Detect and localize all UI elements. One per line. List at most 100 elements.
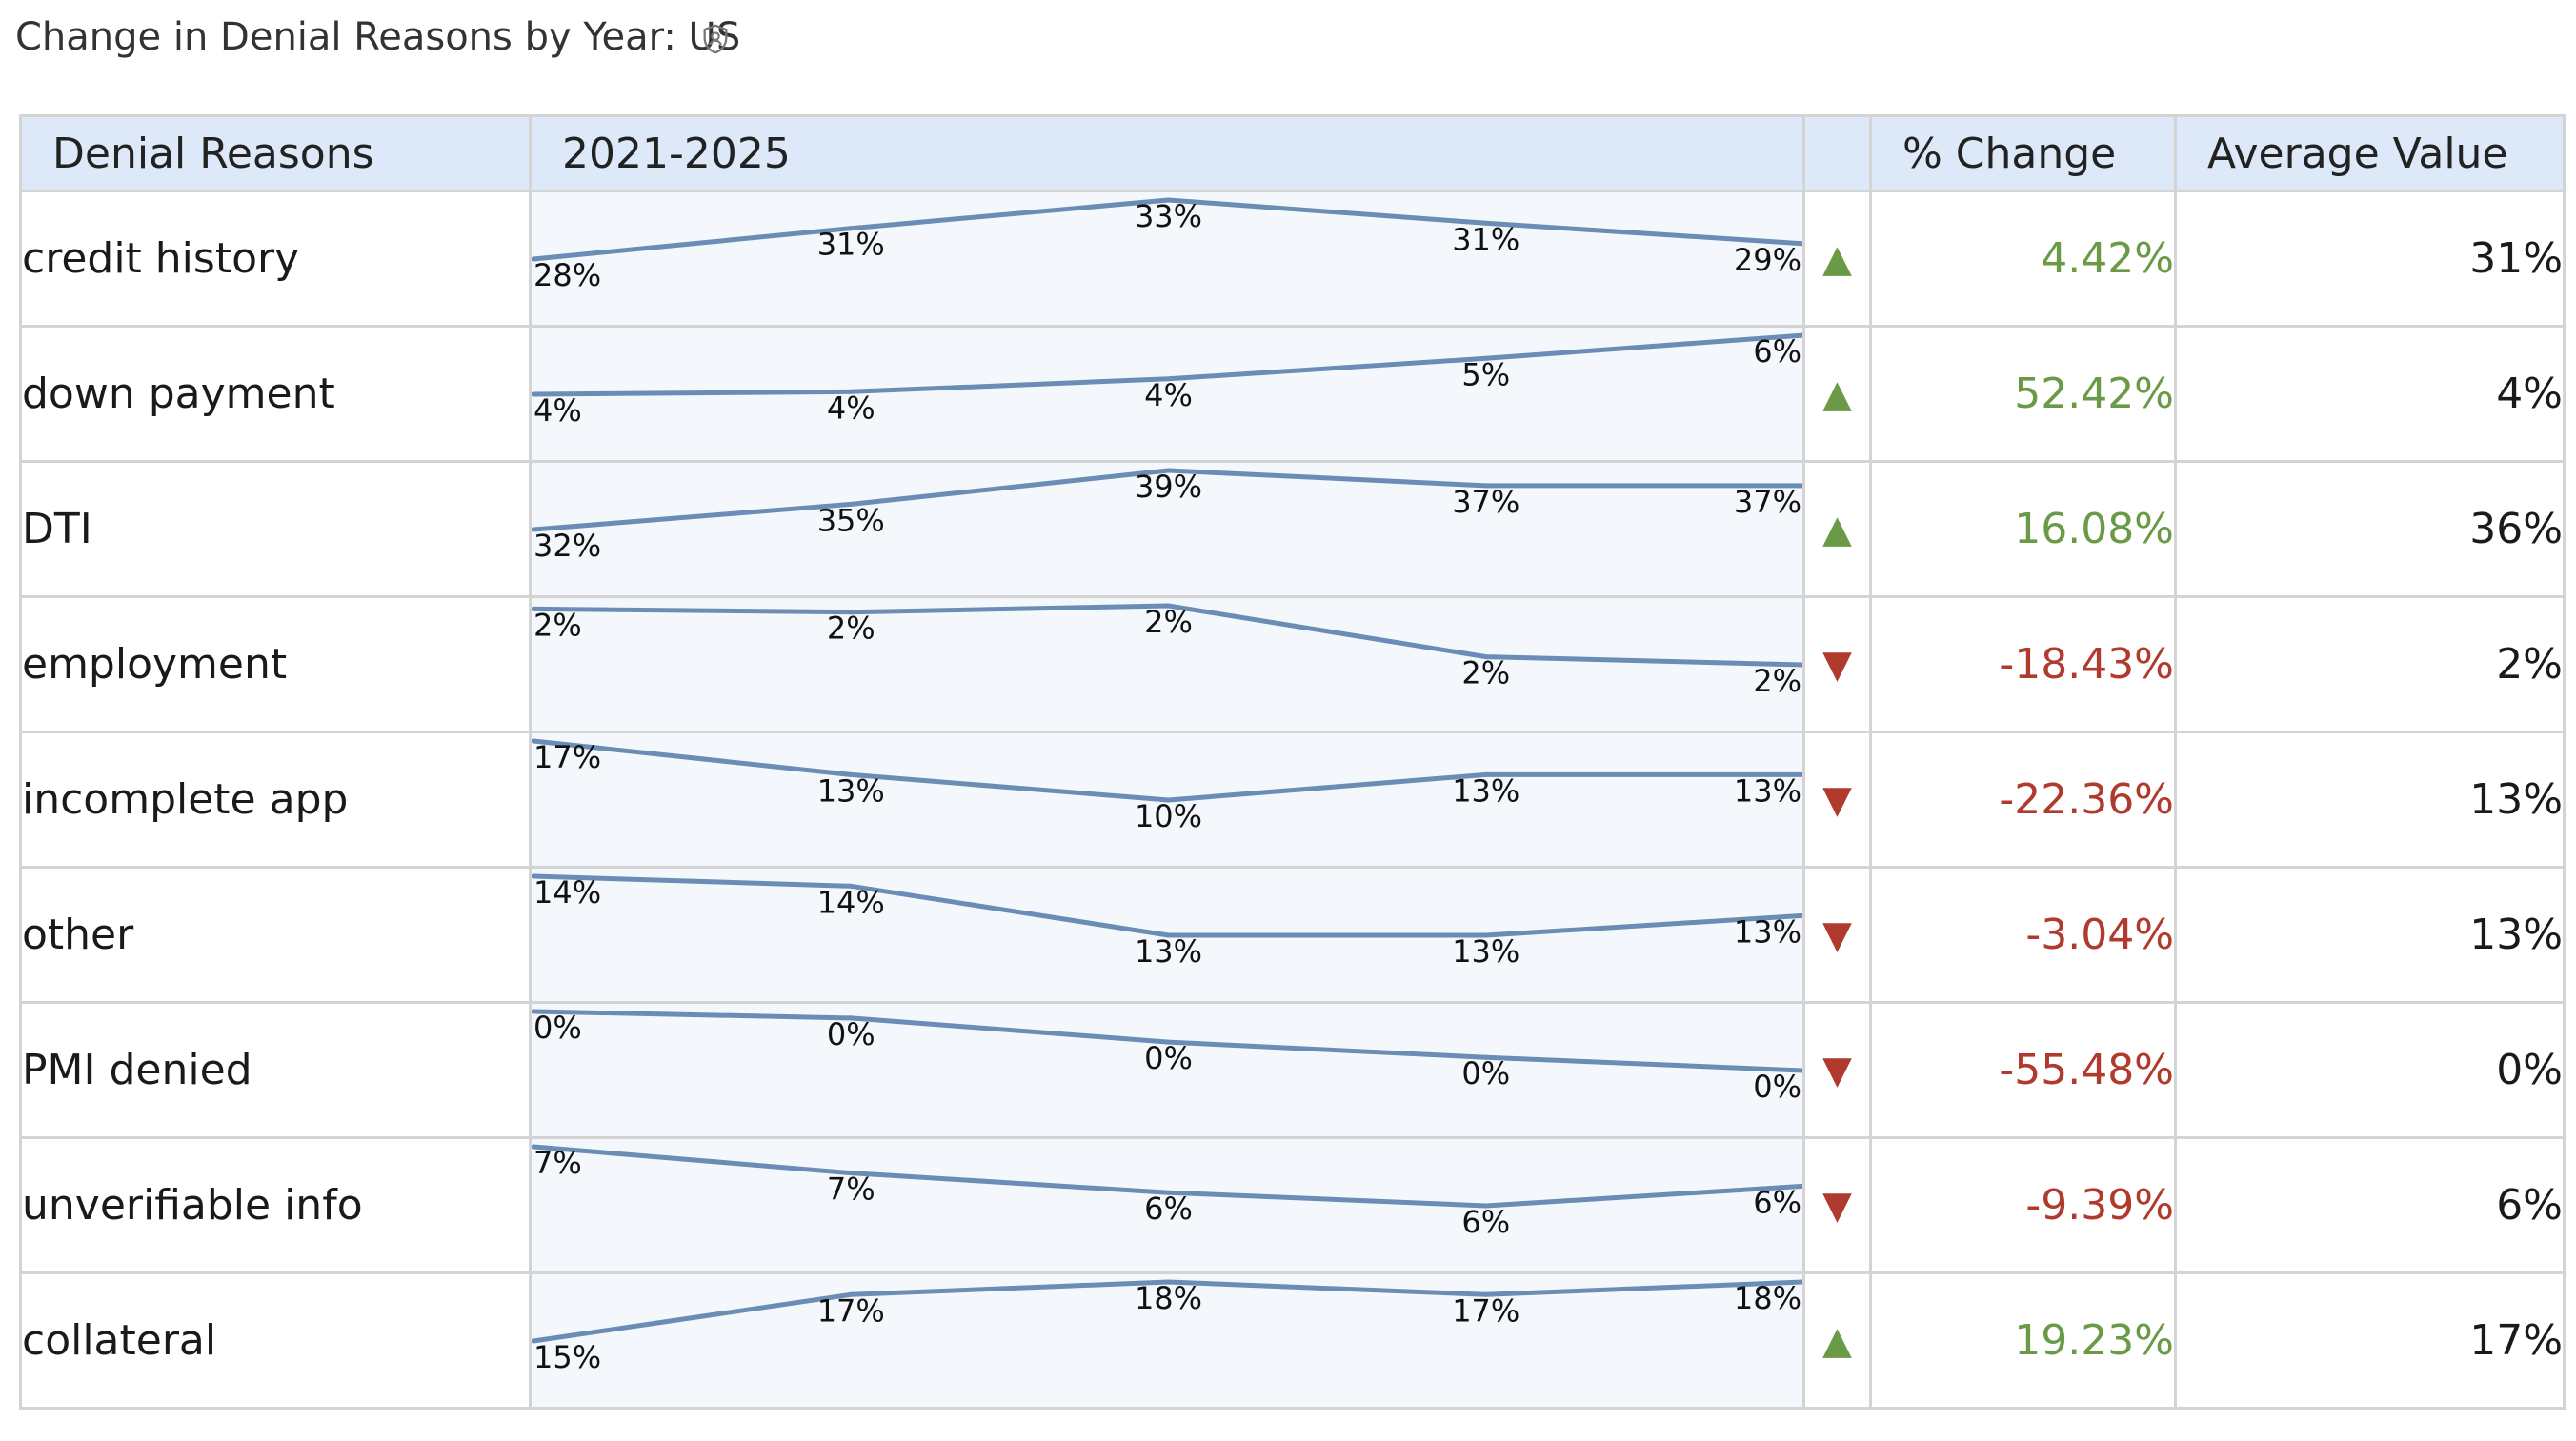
table-row[interactable]: employment 2% 2% 2% 2% 2% ▼ -18.43% 2% xyxy=(19,595,2566,733)
sparkline-point[interactable] xyxy=(532,391,536,397)
sparkline-point[interactable] xyxy=(1483,355,1489,361)
sparkline-point[interactable] xyxy=(1166,1039,1171,1045)
sparkline-point[interactable] xyxy=(1483,771,1489,777)
percent-change-value: -22.36% xyxy=(1869,731,2177,869)
sparkline-chart: 17% 13% 10% 13% 13% xyxy=(532,738,1801,834)
sparkline-point[interactable] xyxy=(532,606,536,611)
sparkline-data-label: 28% xyxy=(533,257,601,293)
trend-up-arrow-icon: ▲ xyxy=(1802,1271,1872,1410)
sparkline-data-label: 5% xyxy=(1461,356,1510,392)
shield-person-icon[interactable] xyxy=(699,23,732,55)
table-row[interactable]: credit history 28% 31% 33% 31% 29% ▲ 4.42% 31% xyxy=(19,190,2566,328)
sparkline-data-label: 32% xyxy=(533,528,601,564)
sparkline-point[interactable] xyxy=(532,873,536,879)
sparkline-series-line xyxy=(533,738,1801,803)
sparkline-cell[interactable]: 7% 7% 6% 6% 6% xyxy=(529,1136,1805,1274)
sparkline-point[interactable] xyxy=(532,1338,536,1344)
sparkline-data-label: 6% xyxy=(1753,333,1801,370)
sparkline-data-label: 17% xyxy=(533,739,601,775)
table-row[interactable]: other 14% 14% 13% 13% 13% ▼ -3.04% 13% xyxy=(19,866,2566,1004)
trend-up-arrow-icon: ▲ xyxy=(1802,460,1872,598)
sparkline-point[interactable] xyxy=(848,389,854,394)
sparkline-point[interactable] xyxy=(1483,1203,1489,1209)
sparkline-data-label: 0% xyxy=(1753,1069,1801,1105)
sparkline-data-label: 0% xyxy=(1461,1055,1510,1091)
sparkline-chart: 32% 35% 39% 37% 37% xyxy=(532,468,1801,564)
column-header-trend[interactable]: 2021-2025 xyxy=(529,114,1805,192)
denial-reason-label: collateral xyxy=(19,1271,532,1410)
sparkline-point[interactable] xyxy=(1166,197,1171,203)
sparkline-point[interactable] xyxy=(848,771,854,777)
sparkline-point[interactable] xyxy=(1483,654,1489,660)
sparkline-point[interactable] xyxy=(1166,376,1171,382)
sparkline-point[interactable] xyxy=(1483,483,1489,489)
sparkline-data-label: 17% xyxy=(1452,1292,1519,1329)
sparkline-cell[interactable]: 17% 13% 10% 13% 13% xyxy=(529,731,1805,869)
average-value: 4% xyxy=(2174,325,2566,463)
sparkline-point[interactable] xyxy=(848,883,854,889)
sparkline-data-label: 37% xyxy=(1452,484,1519,520)
sparkline-point[interactable] xyxy=(1166,797,1171,803)
sparkline-point[interactable] xyxy=(848,1171,854,1176)
sparkline-point[interactable] xyxy=(1166,932,1171,938)
percent-change-value: 16.08% xyxy=(1869,460,2177,598)
table-row[interactable]: DTI 32% 35% 39% 37% 37% ▲ 16.08% 36% xyxy=(19,460,2566,598)
column-header-average[interactable]: Average Value xyxy=(2174,114,2566,192)
table-row[interactable]: collateral 15% 17% 18% 17% 18% ▲ 19.23% 17% xyxy=(19,1271,2566,1410)
denial-reason-label: incomplete app xyxy=(19,731,532,869)
average-value: 6% xyxy=(2174,1136,2566,1274)
sparkline-point[interactable] xyxy=(532,1009,536,1014)
sparkline-data-label: 6% xyxy=(1753,1184,1801,1220)
column-header-reason[interactable]: Denial Reasons xyxy=(19,114,532,192)
percent-change-value: 19.23% xyxy=(1869,1271,2177,1410)
denial-reason-label: unverifiable info xyxy=(19,1136,532,1274)
column-header-direction xyxy=(1802,114,1872,192)
sparkline-data-label: 4% xyxy=(827,390,875,426)
sparkline-point[interactable] xyxy=(1166,1279,1171,1285)
sparkline-cell[interactable]: 28% 31% 33% 31% 29% xyxy=(529,190,1805,328)
sparkline-chart: 2% 2% 2% 2% 2% xyxy=(532,603,1801,699)
sparkline-point[interactable] xyxy=(1483,1054,1489,1060)
table-row[interactable]: unverifiable info 7% 7% 6% 6% 6% ▼ -9.39% 6% xyxy=(19,1136,2566,1274)
sparkline-point[interactable] xyxy=(848,610,854,615)
sparkline-data-label: 13% xyxy=(817,772,885,809)
sparkline-data-label: 0% xyxy=(827,1016,875,1052)
average-value: 36% xyxy=(2174,460,2566,598)
sparkline-point[interactable] xyxy=(848,226,854,231)
sparkline-data-label: 15% xyxy=(533,1339,601,1375)
sparkline-point[interactable] xyxy=(532,527,536,532)
sparkline-cell[interactable]: 4% 4% 4% 5% 6% xyxy=(529,325,1805,463)
sparkline-point[interactable] xyxy=(532,256,536,262)
denial-reason-label: other xyxy=(19,866,532,1004)
sparkline-chart: 7% 7% 6% 6% 6% xyxy=(532,1144,1801,1240)
table-row[interactable]: down payment 4% 4% 4% 5% 6% ▲ 52.42% 4% xyxy=(19,325,2566,463)
sparkline-point[interactable] xyxy=(1483,220,1489,226)
column-header-change[interactable]: % Change xyxy=(1869,114,2177,192)
sparkline-cell[interactable]: 32% 35% 39% 37% 37% xyxy=(529,460,1805,598)
sparkline-point[interactable] xyxy=(848,1015,854,1021)
sparkline-point[interactable] xyxy=(532,738,536,744)
average-value: 13% xyxy=(2174,866,2566,1004)
sparkline-point[interactable] xyxy=(532,1144,536,1150)
sparkline-data-label: 13% xyxy=(1734,913,1801,950)
sparkline-point[interactable] xyxy=(1483,932,1489,938)
sparkline-point[interactable] xyxy=(1166,1190,1171,1195)
sparkline-cell[interactable]: 0% 0% 0% 0% 0% xyxy=(529,1001,1805,1139)
sparkline-data-label: 13% xyxy=(1135,933,1202,970)
sparkline-data-label: 14% xyxy=(817,884,885,920)
sparkline-data-label: 37% xyxy=(1734,484,1801,520)
sparkline-chart: 15% 17% 18% 17% 18% xyxy=(532,1279,1801,1375)
sparkline-point[interactable] xyxy=(1166,468,1171,473)
sparkline-cell[interactable]: 15% 17% 18% 17% 18% xyxy=(529,1271,1805,1410)
sparkline-data-label: 29% xyxy=(1734,242,1801,278)
table-row[interactable]: incomplete app 17% 13% 10% 13% 13% ▼ -22.36% 13% xyxy=(19,731,2566,869)
sparkline-chart: 4% 4% 4% 5% 6% xyxy=(532,332,1801,429)
table-row[interactable]: PMI denied 0% 0% 0% 0% 0% ▼ -55.48% 0% xyxy=(19,1001,2566,1139)
sparkline-point[interactable] xyxy=(1483,1291,1489,1297)
sparkline-point[interactable] xyxy=(848,1291,854,1297)
sparkline-point[interactable] xyxy=(848,501,854,507)
percent-change-value: -9.39% xyxy=(1869,1136,2177,1274)
sparkline-cell[interactable]: 2% 2% 2% 2% 2% xyxy=(529,595,1805,733)
sparkline-cell[interactable]: 14% 14% 13% 13% 13% xyxy=(529,866,1805,1004)
sparkline-point[interactable] xyxy=(1166,603,1171,609)
